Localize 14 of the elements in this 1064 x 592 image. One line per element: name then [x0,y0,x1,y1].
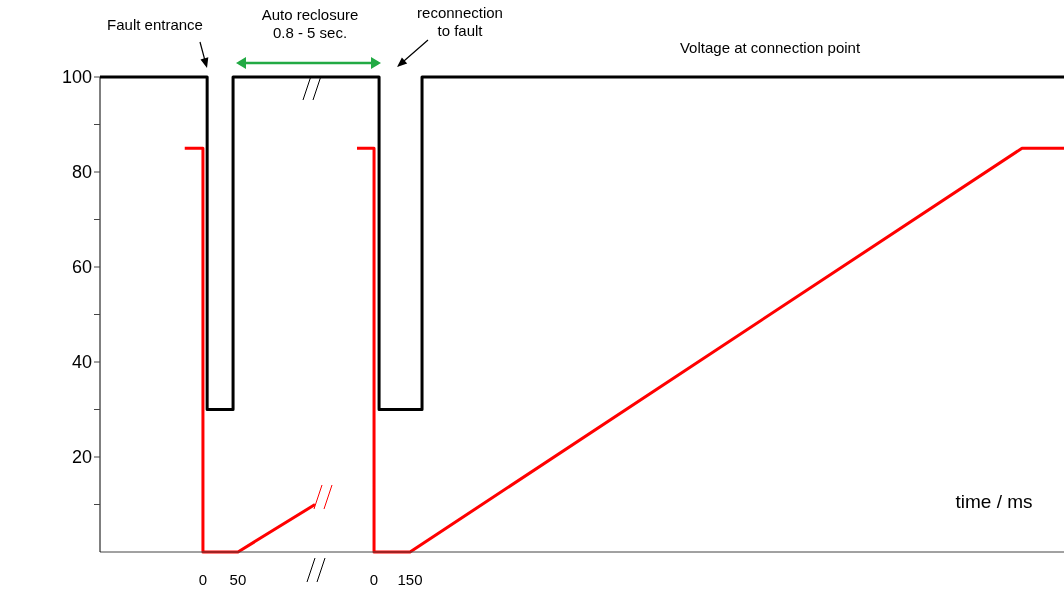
x-axis-title: time / ms [955,491,1033,512]
y-tick-label: 60 [71,257,92,278]
x-tick-label: 50 [229,570,247,588]
y-tick-label: 80 [71,162,92,183]
series-label: Voltage at connection point [679,39,861,56]
text: Auto reclosure 0.8 - 5 sec. [261,6,359,41]
x-tick-label: 0 [369,570,379,588]
y-tick-label: 40 [71,352,92,373]
y-tick-label: 20 [71,447,92,468]
text: reconnection to fault [417,4,503,39]
y-tick-label: 100 [61,67,92,88]
x-tick-label: 150 [397,570,423,588]
text: Fault entrance [107,16,203,33]
x-tick-label: 0 [198,570,208,588]
